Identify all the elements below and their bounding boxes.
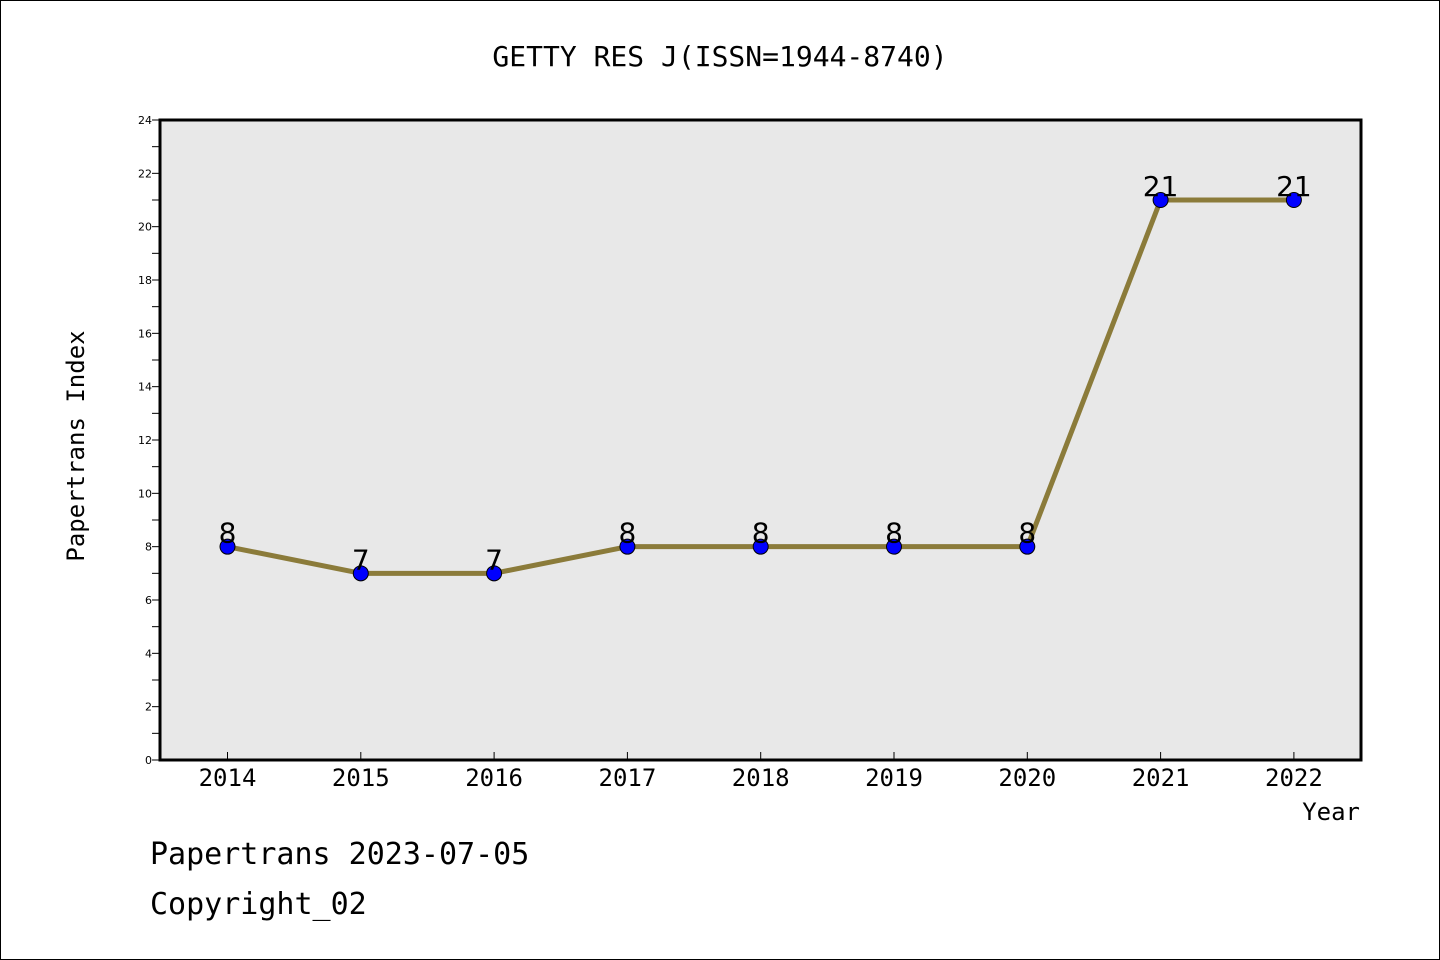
- y-tick-label: 14: [138, 381, 152, 394]
- series-line-group: [219, 192, 1302, 582]
- y-tick-label: 2: [145, 701, 152, 714]
- y-tick-label: 8: [145, 541, 152, 554]
- y-tick-label: 22: [138, 167, 152, 180]
- data-label: 8: [1018, 517, 1036, 550]
- x-tick-label: 2017: [599, 764, 657, 792]
- data-point: [219, 538, 236, 555]
- data-point: [886, 538, 902, 555]
- y-tick-label: 16: [138, 327, 152, 340]
- data-label: 21: [1143, 170, 1179, 203]
- data-label: 8: [618, 517, 636, 550]
- footer-date: Papertrans 2023-07-05: [150, 837, 529, 872]
- x-tick-label: 2014: [199, 764, 257, 792]
- y-tick-label: 0: [145, 754, 152, 767]
- data-labels: 8 7 7 8 8 8 8 21 21: [219, 170, 1312, 576]
- x-axis-label: Year: [1302, 798, 1360, 826]
- data-point: [1285, 192, 1302, 208]
- data-point: [352, 565, 369, 582]
- data-point: [486, 565, 503, 582]
- data-point: [619, 538, 636, 555]
- footer-copyright: Copyright_02: [150, 887, 367, 922]
- data-label: 7: [485, 543, 503, 576]
- x-tick-label: 2018: [732, 764, 790, 792]
- y-tick-label: 6: [145, 594, 152, 607]
- x-tick-label: 2021: [1132, 764, 1190, 792]
- x-tick-label: 2016: [465, 764, 523, 792]
- x-tick-label: 2020: [998, 764, 1056, 792]
- y-axis-label: Papertrans Index: [62, 330, 90, 561]
- x-axis: 2014 2015 2016 2017 2018 2019 2020 2021 2022: [199, 752, 1323, 792]
- data-point: [1152, 192, 1169, 208]
- y-tick-label: 20: [138, 221, 152, 234]
- data-label: 21: [1276, 170, 1312, 203]
- y-tick-label: 10: [138, 487, 152, 500]
- y-tick-label: 4: [145, 647, 152, 660]
- y-tick-label: 12: [138, 434, 152, 447]
- chart-title: GETTY RES J(ISSN=1944-8740): [492, 40, 947, 73]
- data-label: 8: [219, 517, 237, 550]
- x-tick-label: 2019: [865, 764, 923, 792]
- plot-area: [158, 118, 1363, 762]
- y-tick-label: 18: [138, 274, 152, 287]
- data-point: [1019, 538, 1036, 555]
- x-tick-label: 2022: [1265, 764, 1323, 792]
- x-tick-label: 2015: [332, 764, 390, 792]
- data-point: [752, 538, 769, 555]
- data-label: 8: [752, 517, 770, 550]
- data-label: 8: [885, 517, 903, 550]
- y-tick-label: 24: [138, 114, 152, 127]
- data-label: 7: [352, 543, 370, 576]
